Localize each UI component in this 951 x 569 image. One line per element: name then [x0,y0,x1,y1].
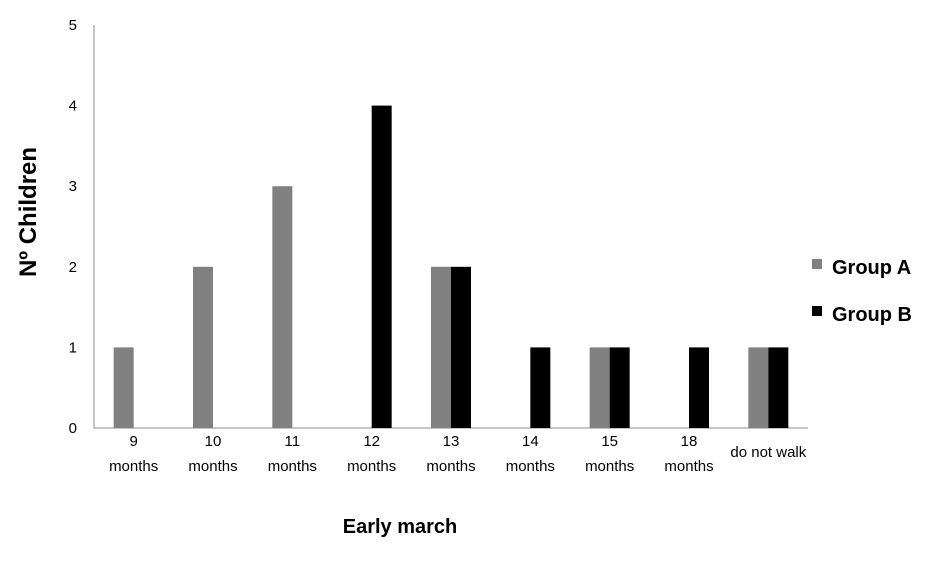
y-tick-label: 0 [69,420,77,437]
x-category-label: 12 months [347,433,396,475]
legend: Group A Group B [812,257,912,326]
bar-group-b [689,347,709,428]
y-tick-label: 4 [69,98,77,115]
x-category-label: 10 months [188,433,237,475]
y-axis-title: Nº Children [15,147,42,277]
y-tick-label: 5 [69,17,77,34]
legend-swatch [812,259,822,269]
bar-group-a [113,347,134,428]
bar-group-b [768,347,789,428]
y-tick-label: 1 [69,339,77,356]
y-tick-label: 3 [69,178,77,195]
bar-group-a [748,347,769,428]
bar-group-b [371,105,392,428]
x-category-label: 13 months [426,433,475,475]
legend-label: Group B [832,304,912,326]
bar-group-a [193,266,213,428]
bar-group-a [272,186,293,428]
x-category-label: 15 months [585,433,634,475]
x-category-label: 14 months [506,433,555,475]
legend-swatch [812,306,822,316]
legend-label: Group A [832,257,911,279]
bar-group-b [451,266,471,428]
bar-group-b [530,347,551,428]
x-axis-title: Early march [343,516,458,538]
y-tick-labels: 0 1 2 3 4 5 [69,17,77,437]
bars [113,105,789,428]
bar-group-a [589,347,610,428]
x-category-label: do not walk [730,444,806,461]
x-category-label: 11 months [268,433,317,475]
y-tick-label: 2 [69,259,77,276]
x-category-label: 18 months [664,433,713,475]
x-category-labels: 9 months 10 months 11 months 12 months 13 months 1… [109,433,807,475]
bar-group-a [431,266,451,428]
bar-group-b [609,347,630,428]
x-category-label: 9 months [109,433,158,475]
